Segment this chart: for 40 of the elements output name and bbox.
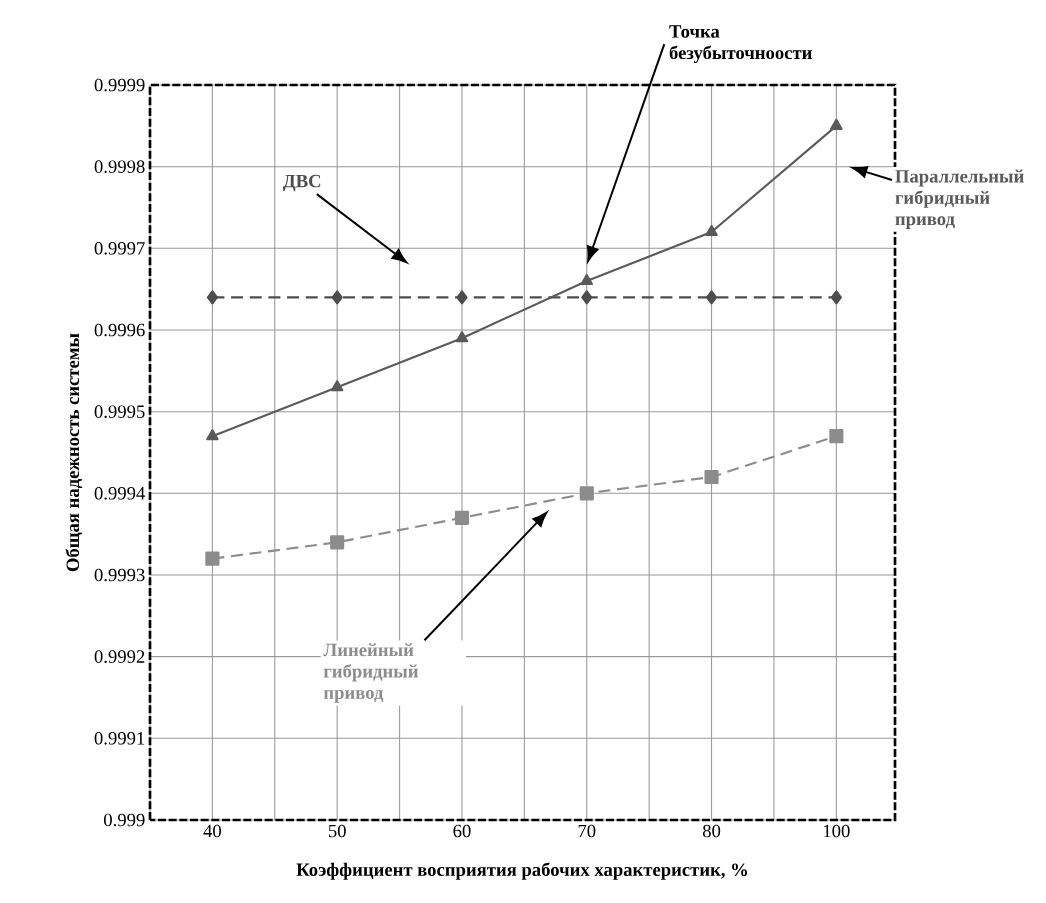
point: [206, 429, 219, 441]
text: ДВС: [282, 174, 321, 192]
y-tick-label: 0.9997: [94, 241, 145, 255]
y-tick-label: 0.9998: [94, 160, 145, 174]
y-tick-label: 0.9996: [94, 323, 145, 337]
point: [581, 290, 593, 305]
x-tick-label: 50: [328, 824, 346, 838]
x-tick-label: 60: [453, 824, 471, 838]
y-axis-title: Общая надежность системы: [65, 333, 83, 572]
point: [705, 224, 718, 237]
x-tick-label: 100: [823, 824, 850, 838]
point: [456, 290, 468, 305]
point: [206, 290, 218, 305]
point: [455, 331, 469, 343]
x-tick-label: 40: [203, 824, 222, 838]
y-tick-label: 0.9995: [94, 405, 145, 419]
point: [830, 290, 842, 305]
point: [205, 551, 220, 566]
text: Параллельный гибридный привод: [895, 169, 1024, 230]
point: [330, 535, 345, 550]
point: [704, 469, 719, 485]
point: [580, 273, 594, 286]
y-tick-label: 0.999: [104, 813, 145, 827]
y-tick-label: 0.9991: [94, 731, 145, 745]
x-tick-label: 70: [578, 824, 596, 838]
y-tick-label: 0.9999: [94, 78, 145, 92]
point: [330, 380, 344, 392]
y-tick-label: 0.9994: [94, 486, 146, 500]
point: [579, 486, 594, 501]
text: Точка безубыточноости: [669, 25, 812, 63]
text: Линейный гибридный привод: [323, 643, 419, 703]
x-tick-label: 80: [702, 824, 721, 838]
point: [830, 118, 843, 130]
y-tick-label: 0.9992: [94, 650, 145, 663]
point: [705, 290, 718, 305]
point: [331, 290, 343, 305]
point: [454, 510, 470, 525]
point: [829, 429, 844, 444]
x-axis-title: Коэффициент восприятия рабочих характеристик, %: [296, 862, 748, 880]
y-tick-label: 0.9993: [94, 568, 145, 582]
